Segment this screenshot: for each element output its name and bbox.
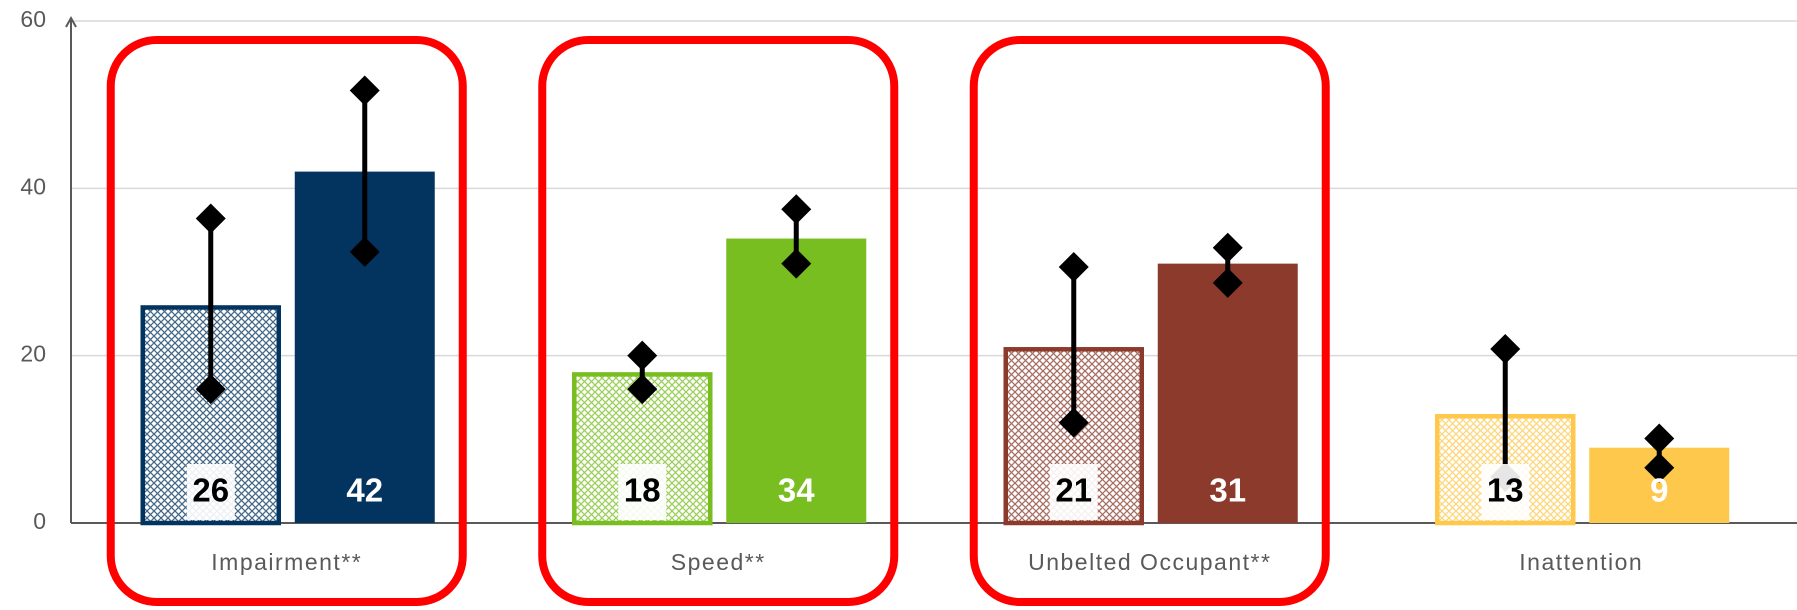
value-label: 42 [346,472,383,509]
value-label: 31 [1209,472,1246,509]
y-tick-label: 20 [20,341,46,367]
value-label-box [1049,464,1098,520]
error-cap [627,340,658,371]
y-tick-label: 40 [20,173,46,199]
error-cap [1058,251,1089,282]
error-cap [195,374,226,405]
error-cap [1212,267,1243,298]
value-label: 21 [1055,472,1092,509]
error-cap [1058,407,1089,438]
error-cap [781,194,812,225]
y-axis-arrow [65,15,77,28]
value-label: 18 [624,472,661,509]
value-label-box [1481,464,1530,520]
error-cap [627,374,658,405]
error-cap [1644,423,1675,454]
highlight-box [538,36,899,606]
error-cap [1644,452,1675,483]
value-label: 34 [778,472,815,509]
x-tick-label: Speed** [671,549,766,575]
error-cap [1212,232,1243,263]
highlight-box [969,36,1330,606]
value-label-box [618,464,667,520]
value-label: 9 [1650,472,1668,509]
bar [726,238,867,524]
y-tick-label: 0 [33,508,46,534]
value-label: 13 [1487,472,1524,509]
error-cap [195,203,226,234]
y-tick-label: 60 [20,6,46,32]
error-cap [781,248,812,279]
value-label: 26 [192,472,229,509]
error-cap [349,236,380,267]
x-tick-label: Impairment** [211,549,362,575]
x-tick-label: Unbelted Occupant** [1028,549,1271,575]
highlight-box [106,36,467,606]
value-label-box [186,464,235,520]
bar [1157,263,1298,523]
x-tick-label: Inattention [1519,549,1643,575]
error-cap [1490,333,1521,364]
error-cap [349,75,380,106]
